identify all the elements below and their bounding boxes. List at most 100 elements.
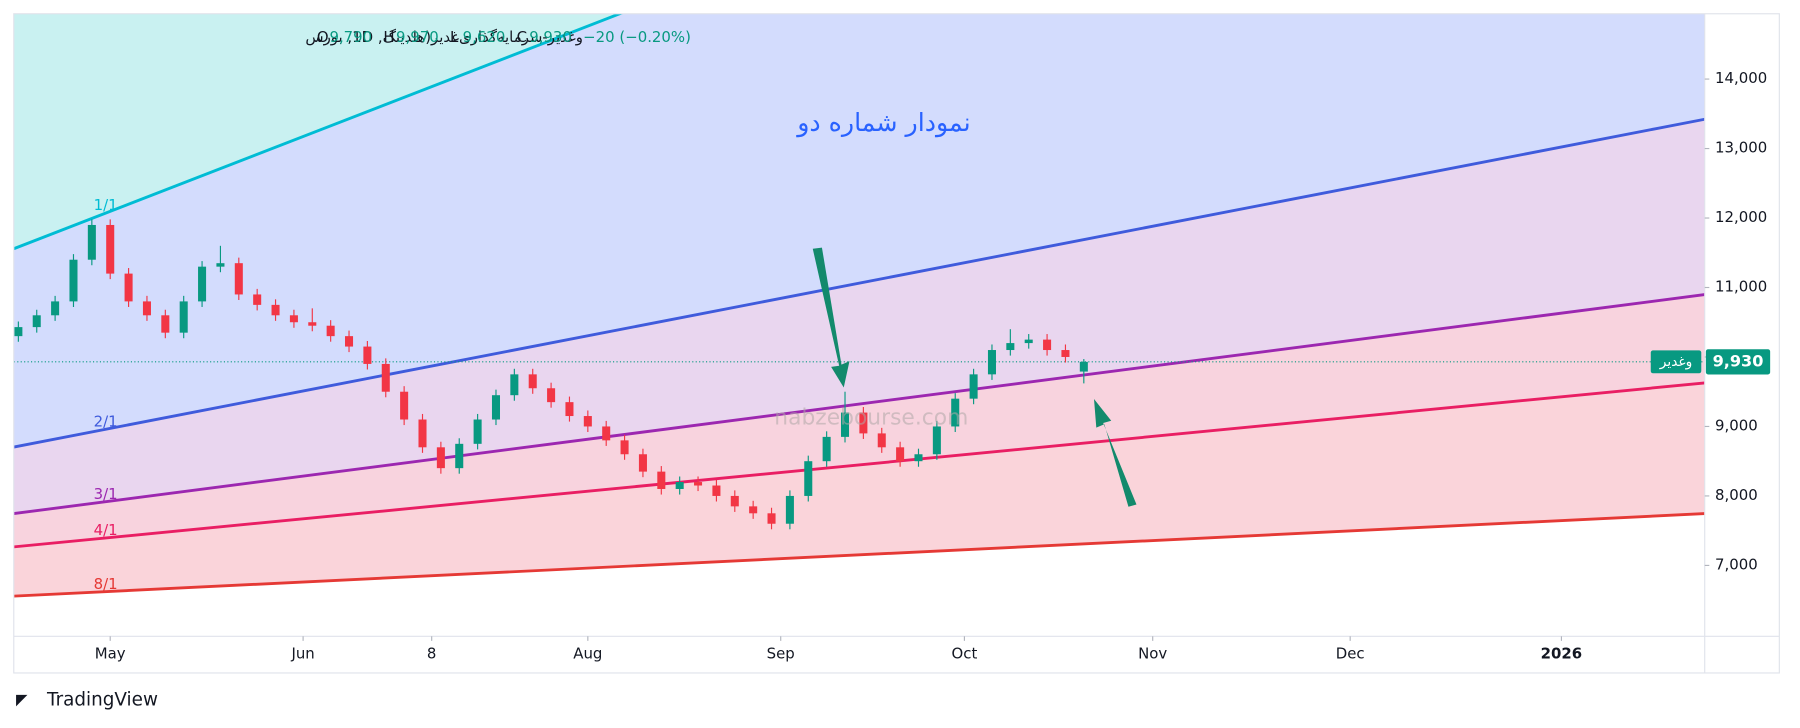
x-tick-label: Nov <box>1138 645 1167 663</box>
brand-logo: ◤ <box>16 690 28 708</box>
candle-body <box>308 322 317 326</box>
fan-zone <box>13 13 1705 448</box>
candle-body <box>602 426 611 441</box>
y-tick-label: 11,000 <box>1715 278 1767 296</box>
symbol: وغدیر-سرمایه‌گذاری‌غدیر(هلدینگ, 1D, بورس <box>305 28 583 46</box>
candle-body <box>712 485 721 496</box>
candle-body <box>179 301 188 333</box>
fan-line <box>13 512 1705 598</box>
candle-body <box>400 391 409 420</box>
fan-label: 2/1 <box>94 412 118 430</box>
candle-body <box>840 412 850 437</box>
candle-body <box>455 443 464 469</box>
symbol-tag: وغدیر <box>1659 354 1692 370</box>
fan-line <box>13 13 624 251</box>
ohlc-legend: O 9,790 H 9,970 L 9,620 C 9,930 <box>317 28 572 46</box>
x-tick-label: Dec <box>1336 645 1365 663</box>
candle-body <box>253 294 262 305</box>
candle-body <box>785 495 794 524</box>
fan-line <box>13 117 1705 449</box>
ohlc-value: 9,930 <box>529 28 572 46</box>
candle-body <box>1024 339 1033 344</box>
fan-line <box>13 381 1705 549</box>
ohlc-key: C <box>517 28 527 46</box>
candle-body <box>345 336 354 347</box>
fan-label: 8/1 <box>94 575 118 593</box>
candle-body <box>106 224 115 274</box>
candle-body <box>418 419 427 448</box>
candle-body <box>1043 339 1052 351</box>
candle-body <box>822 436 831 462</box>
fan-zone <box>13 382 1705 597</box>
candle-body <box>877 433 886 448</box>
y-tick-label: 7,000 <box>1715 555 1758 573</box>
candle-body <box>657 471 666 489</box>
candle-body <box>694 482 703 486</box>
candle-body <box>547 388 556 403</box>
candle-body <box>565 402 574 417</box>
y-tick-label: 12,000 <box>1715 208 1767 226</box>
candle-body <box>491 395 501 420</box>
change: −20 (−0.20%) <box>583 28 691 46</box>
y-tick-label: 9,000 <box>1715 416 1758 434</box>
candle-body <box>638 454 647 472</box>
fan-line <box>13 293 1705 516</box>
candle-body <box>859 412 868 434</box>
arrow-up <box>1094 398 1137 507</box>
watermark: nabzebourse.com <box>774 405 968 430</box>
candle-body <box>1061 350 1070 357</box>
ohlc-value: 9,790 <box>329 28 372 46</box>
x-tick-label: Aug <box>573 645 602 663</box>
ohlc-key: H <box>383 28 394 46</box>
ohlc-key: L <box>450 28 459 46</box>
price-tag-box <box>1705 349 1771 375</box>
ohlc-key: O <box>317 28 329 46</box>
candle-body <box>1079 361 1088 372</box>
candle-body <box>528 374 537 389</box>
candle-body <box>969 374 978 399</box>
x-tick-label: Sep <box>767 645 795 663</box>
candle-body <box>326 325 335 337</box>
candle-body <box>161 315 170 333</box>
candle-body <box>234 263 243 295</box>
fan-label: 4/1 <box>94 521 118 539</box>
x-tick-label: Oct <box>952 645 978 663</box>
candle-body <box>896 447 905 462</box>
y-tick-label: 14,000 <box>1715 69 1767 87</box>
chart-title: نمودار شماره دو <box>795 108 970 138</box>
x-tick-label: 2026 <box>1541 645 1583 663</box>
fan-label: 1/1 <box>94 196 118 214</box>
candle-body <box>363 346 372 364</box>
fan-zone <box>13 119 1705 514</box>
candle-body <box>749 506 758 514</box>
candle-body <box>932 426 941 455</box>
frame <box>13 13 1780 674</box>
plot-area: 1/1 2/1 3/1 4/1 8/1 <box>13 13 1705 598</box>
y-tick-label: 13,000 <box>1715 139 1767 157</box>
candle-body <box>987 350 996 375</box>
candle-body <box>473 419 482 444</box>
fan-label: 3/1 <box>94 485 118 503</box>
x-tick-label: 8 <box>427 645 436 663</box>
candle-body <box>1006 343 1015 351</box>
candle-body <box>142 301 151 316</box>
candle-body <box>87 224 96 260</box>
candle-body <box>124 273 133 302</box>
candle-body <box>730 495 739 507</box>
candle-body <box>804 461 813 496</box>
candle-body <box>51 301 60 316</box>
candle-body <box>620 440 629 455</box>
candle-body <box>69 259 78 302</box>
fan-zone <box>13 294 1705 547</box>
candle-body <box>14 327 23 337</box>
candle-body <box>198 266 207 302</box>
candle-body <box>271 304 280 316</box>
x-tick-label: Jun <box>290 645 314 663</box>
brand: TradingView <box>46 689 158 710</box>
candle-body <box>583 416 592 427</box>
candle-body <box>951 398 960 427</box>
symbol-tag-box <box>1650 350 1702 374</box>
price-tag-label: 9,930 <box>1713 351 1764 370</box>
